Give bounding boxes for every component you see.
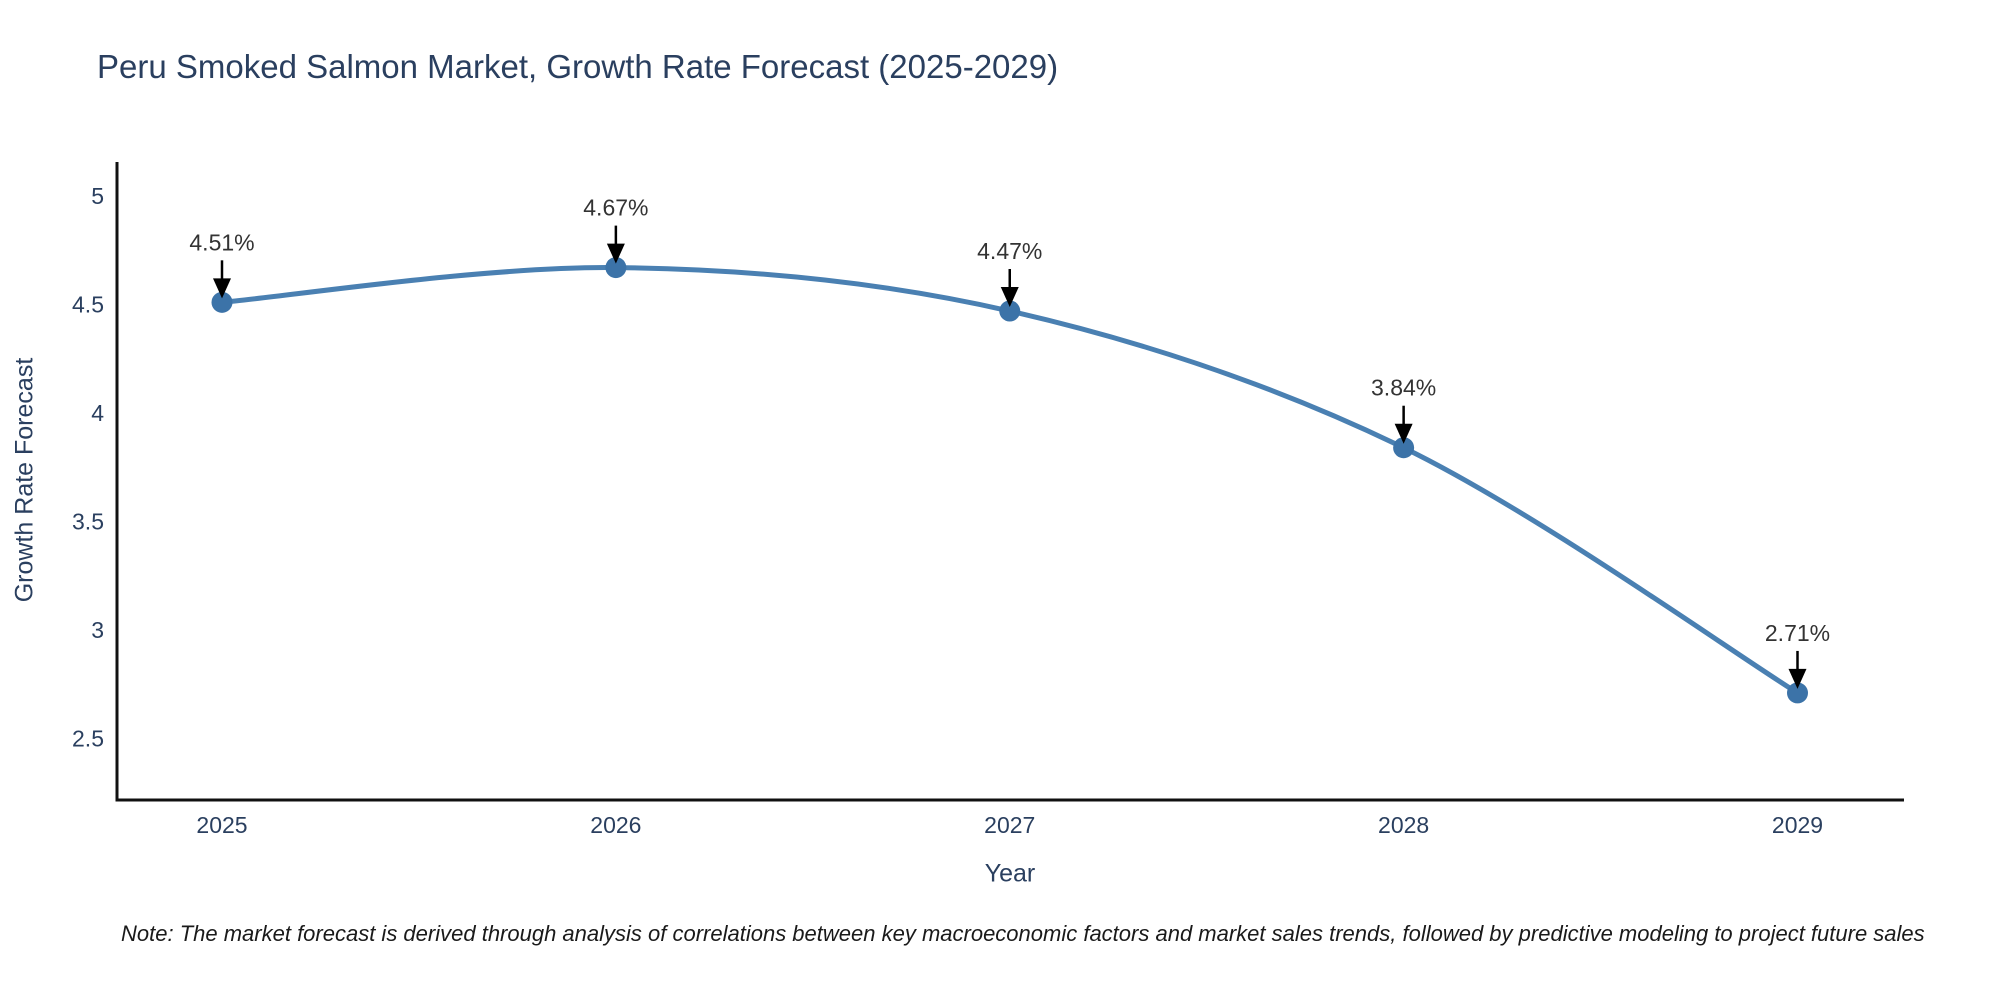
- annotation-arrowhead-icon: [1000, 287, 1019, 308]
- data-point-label: 4.47%: [977, 238, 1042, 264]
- data-point-marker: [1393, 437, 1415, 459]
- annotation-arrowhead-icon: [1788, 668, 1807, 689]
- data-point-marker: [1787, 682, 1808, 704]
- x-tick-label: 2026: [590, 812, 641, 838]
- y-tick-label: 2.5: [72, 726, 104, 752]
- data-point-label: 2.71%: [1765, 620, 1830, 646]
- x-tick-label: 2025: [196, 812, 247, 838]
- annotation-arrowhead-icon: [606, 243, 625, 264]
- y-tick-label: 3: [91, 617, 104, 643]
- forecast-line: [219, 265, 1800, 696]
- x-tick-label: 2029: [1772, 812, 1823, 838]
- data-point-label: 3.84%: [1371, 375, 1436, 401]
- annotation-arrowhead-icon: [213, 278, 231, 299]
- footnote: Note: The market forecast is derived thr…: [121, 921, 1925, 946]
- x-tick-label: 2027: [984, 812, 1035, 838]
- y-tick-label: 3.5: [72, 509, 104, 535]
- y-tick-label: 5: [91, 183, 104, 209]
- data-point-marker: [605, 257, 627, 279]
- chart-title: Peru Smoked Salmon Market, Growth Rate F…: [97, 48, 1059, 85]
- x-tick-label: 2028: [1378, 812, 1429, 838]
- data-point-label: 4.67%: [583, 195, 648, 221]
- y-tick-label: 4: [91, 400, 104, 426]
- data-point-label: 4.51%: [189, 229, 254, 255]
- data-point-marker: [999, 300, 1021, 322]
- x-axis-title: Year: [984, 859, 1036, 888]
- annotation-arrowhead-icon: [1394, 423, 1413, 444]
- y-tick-label: 4.5: [72, 292, 104, 318]
- data-point-marker: [211, 291, 233, 313]
